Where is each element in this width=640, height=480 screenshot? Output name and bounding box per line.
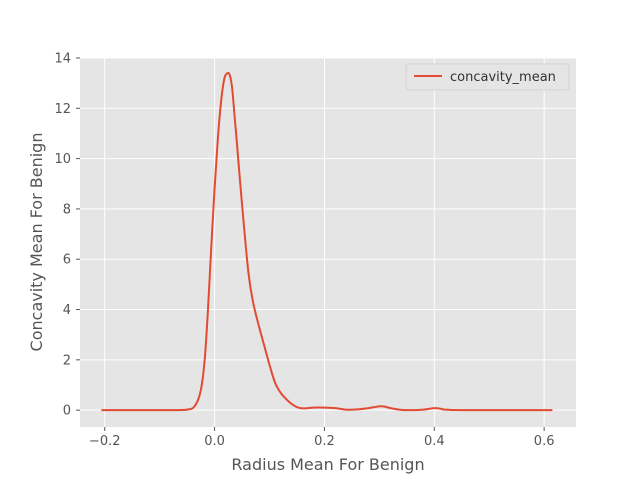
y-axis-label: Concavity Mean For Benign [27,133,46,352]
series-layer [101,71,553,412]
y-tick-label: 0 [63,404,71,419]
y-tick-label: 12 [54,102,71,117]
x-axis-label: Radius Mean For Benign [231,455,424,474]
x-axis-ticks: −0.2 0.0 0.2 0.4 0.6 [89,427,555,449]
y-tick-label: 14 [54,52,71,67]
plot-background [80,58,576,427]
x-tick-label: 0.6 [534,434,555,449]
legend-box [405,63,570,91]
y-axis-ticks: 0 2 4 6 8 10 12 14 [54,52,80,419]
legend-entry-label: concavity_mean [450,70,556,85]
x-tick-label: 0.2 [314,434,335,449]
y-tick-label: 4 [63,303,71,318]
y-tick-label: 2 [63,353,71,368]
x-tick-label: 0.4 [424,434,445,449]
y-tick-label: 6 [63,253,71,268]
y-tick-label: 8 [63,202,71,217]
y-tick-label: 10 [54,152,71,167]
legend: concavity_mean [405,63,570,91]
x-tick-label: −0.2 [89,434,121,449]
x-tick-label: 0.0 [204,434,225,449]
series-line-concavity-mean [101,71,553,412]
